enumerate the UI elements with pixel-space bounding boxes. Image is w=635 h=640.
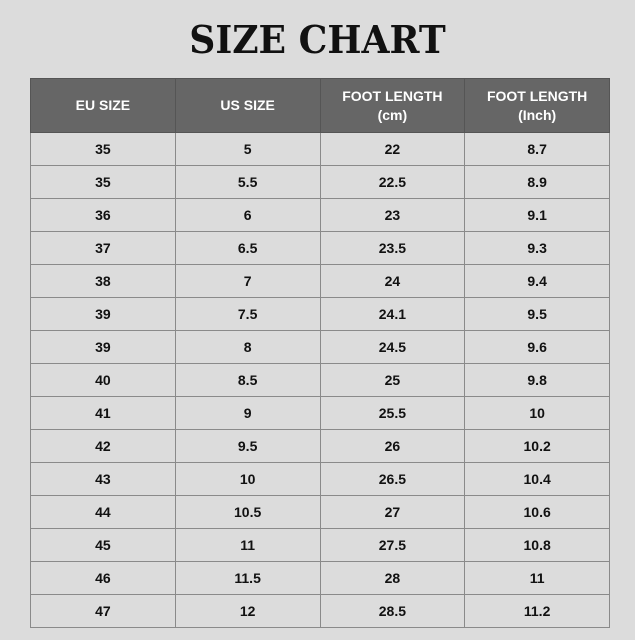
table-cell: 5: [174, 132, 321, 166]
table-row: 36 6 23 9.1: [30, 198, 610, 232]
table-cell: 27.5: [319, 528, 466, 562]
table-cell: 23: [319, 198, 466, 232]
column-header-label: FOOT LENGTH: [342, 87, 443, 104]
table-row: 35 5.5 22.5 8.9: [30, 165, 610, 199]
table-cell: 28: [319, 561, 466, 595]
table-cell: 26: [319, 429, 466, 463]
table-cell: 41: [30, 396, 176, 430]
column-header-label: US SIZE: [220, 97, 275, 113]
table-cell: 10.6: [464, 495, 610, 529]
header-row: EU SIZE US SIZE FOOT LENGTH (cm) FOOT LENGTH…: [30, 78, 610, 133]
table-cell: 5.5: [174, 165, 321, 199]
table-cell: 10.8: [464, 528, 610, 562]
table-row: 47 12 28.5 11.2: [30, 594, 610, 628]
column-header: FOOT LENGTH (cm): [319, 78, 466, 133]
table-cell: 8: [174, 330, 321, 364]
table-cell: 44: [30, 495, 176, 529]
table-cell: 9.5: [464, 297, 610, 331]
table-cell: 39: [30, 330, 176, 364]
table-cell: 9: [174, 396, 321, 430]
table-cell: 23.5: [319, 231, 466, 265]
page-title: SIZE CHART: [189, 17, 446, 62]
table-cell: 7.5: [174, 297, 321, 331]
table-row: 35 5 22 8.7: [30, 132, 610, 166]
size-chart-table: EU SIZE US SIZE FOOT LENGTH (cm) FOOT LENGTH…: [30, 78, 610, 628]
column-header: US SIZE: [174, 78, 321, 133]
table-cell: 10: [174, 462, 321, 496]
table-cell: 25: [319, 363, 466, 397]
table-cell: 10.4: [464, 462, 610, 496]
table-row: 37 6.5 23.5 9.3: [30, 231, 610, 265]
table-cell: 46: [30, 561, 176, 595]
table-row: 38 7 24 9.4: [30, 264, 610, 298]
table-cell: 6: [174, 198, 321, 232]
table-cell: 45: [30, 528, 176, 562]
table-cell: 27: [319, 495, 466, 529]
table-cell: 22.5: [319, 165, 466, 199]
column-header-unit: (Inch): [518, 106, 557, 123]
table-cell: 9.3: [464, 231, 610, 265]
table-row: 39 8 24.5 9.6: [30, 330, 610, 364]
table-cell: 36: [30, 198, 176, 232]
table-cell: 9.1: [464, 198, 610, 232]
table-cell: 10.5: [174, 495, 321, 529]
table-cell: 35: [30, 132, 176, 166]
table-cell: 7: [174, 264, 321, 298]
column-header-label: EU SIZE: [75, 97, 131, 113]
column-header: FOOT LENGTH (Inch): [464, 78, 610, 133]
table-cell: 9.5: [174, 429, 321, 463]
table-cell: 11.2: [464, 594, 610, 628]
table-cell: 38: [30, 264, 176, 298]
table-cell: 11: [464, 561, 610, 595]
table-cell: 42: [30, 429, 176, 463]
table-row: 45 11 27.5 10.8: [30, 528, 610, 562]
table-cell: 24: [319, 264, 466, 298]
table-row: 39 7.5 24.1 9.5: [30, 297, 610, 331]
column-header-unit: (cm): [377, 106, 408, 123]
table-cell: 24.1: [319, 297, 466, 331]
table-cell: 26.5: [319, 462, 466, 496]
table-cell: 39: [30, 297, 176, 331]
table-row: 40 8.5 25 9.8: [30, 363, 610, 397]
column-header: EU SIZE: [30, 78, 176, 133]
table-cell: 22: [319, 132, 466, 166]
column-header-label: FOOT LENGTH: [486, 87, 588, 104]
table-cell: 9.8: [464, 363, 610, 397]
table-cell: 6.5: [174, 231, 321, 265]
table-cell: 28.5: [319, 594, 466, 628]
table-body: 35 5 22 8.7 35 5.5 22.5 8.9 36 6 23 9.1 37 6.5 23.5 9.3…: [30, 132, 610, 628]
table-cell: 43: [30, 462, 176, 496]
table-cell: 25.5: [319, 396, 466, 430]
table-cell: 35: [30, 165, 176, 199]
table-cell: 8.5: [174, 363, 321, 397]
table-cell: 10: [464, 396, 610, 430]
table-row: 42 9.5 26 10.2: [30, 429, 610, 463]
table-row: 41 9 25.5 10: [30, 396, 610, 430]
table-cell: 11: [174, 528, 321, 562]
table-cell: 8.7: [464, 132, 610, 166]
table-cell: 9.6: [464, 330, 610, 364]
table-cell: 11.5: [174, 561, 321, 595]
table-cell: 40: [30, 363, 176, 397]
table-cell: 12: [174, 594, 321, 628]
table-row: 46 11.5 28 11: [30, 561, 610, 595]
table-cell: 37: [30, 231, 176, 265]
table-row: 44 10.5 27 10.6: [30, 495, 610, 529]
table-cell: 24.5: [319, 330, 466, 364]
table-cell: 9.4: [464, 264, 610, 298]
table-cell: 47: [30, 594, 176, 628]
table-cell: 10.2: [464, 429, 610, 463]
table-row: 43 10 26.5 10.4: [30, 462, 610, 496]
table-cell: 8.9: [464, 165, 610, 199]
